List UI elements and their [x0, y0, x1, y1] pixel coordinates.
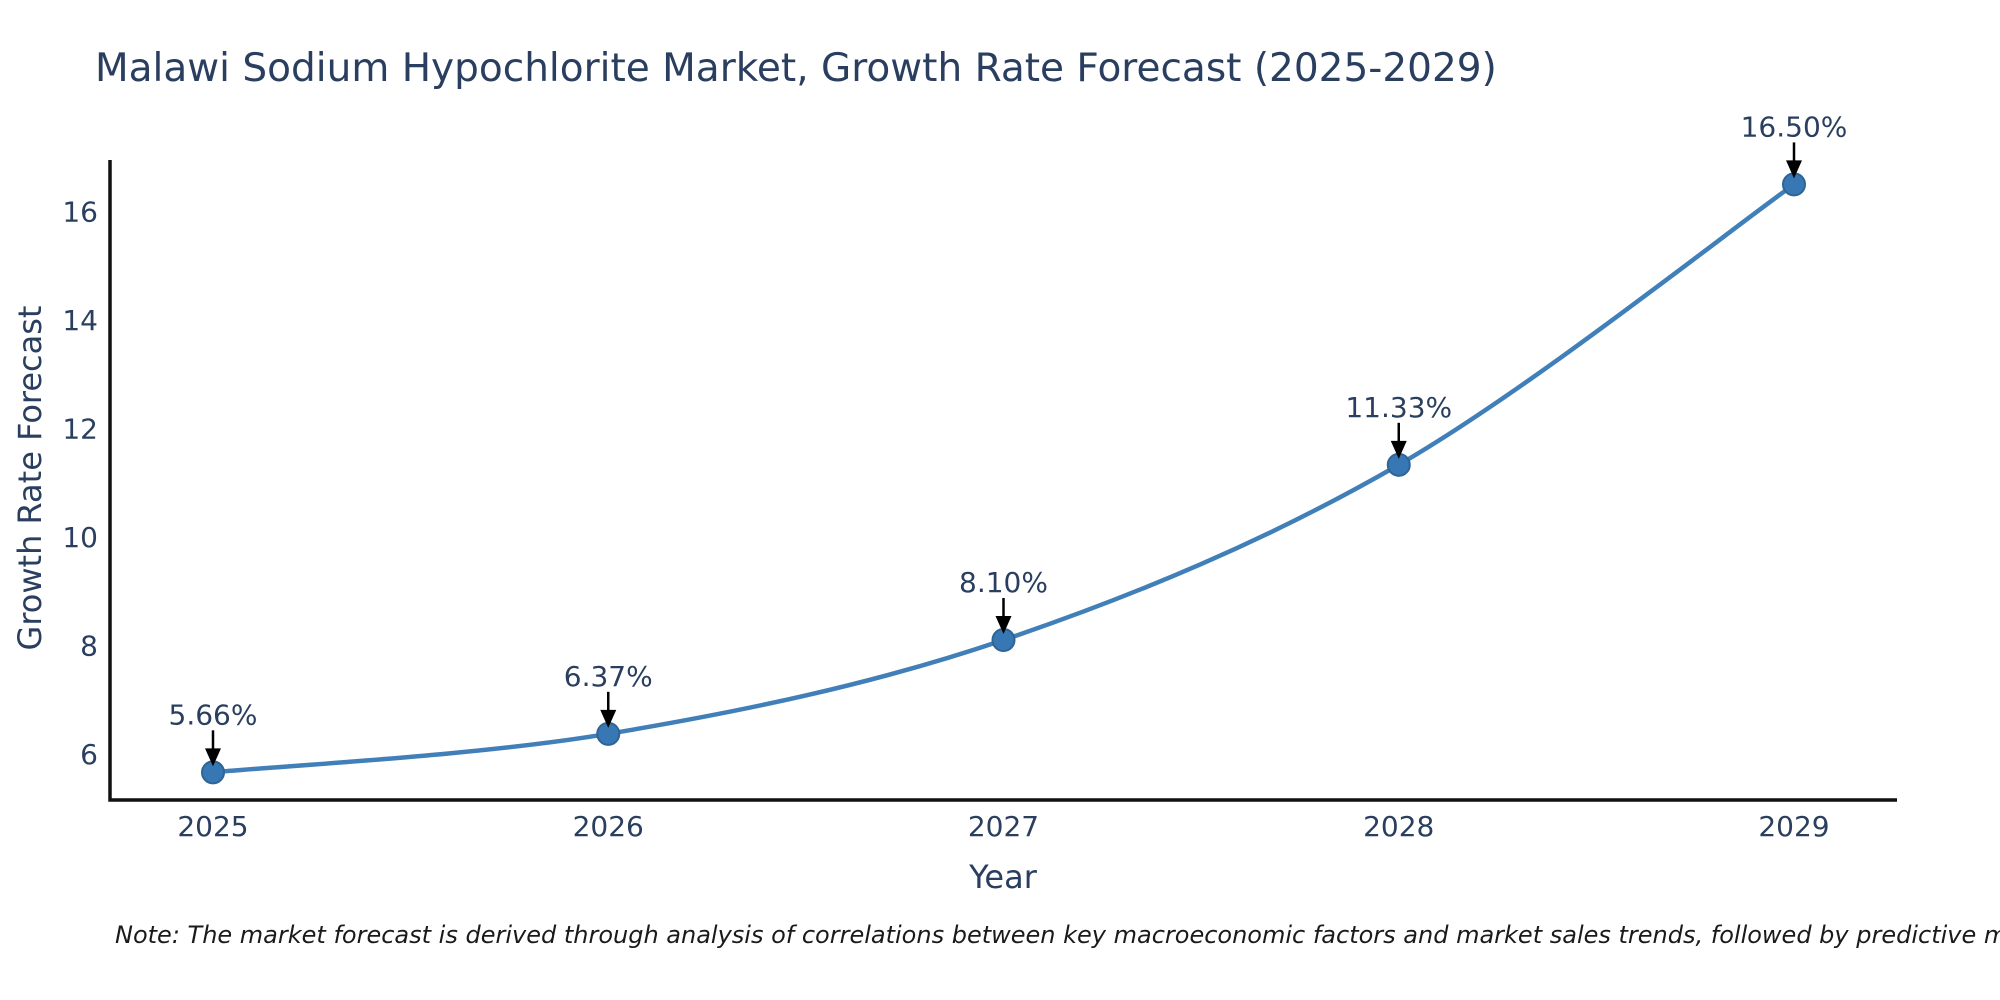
y-axis-title: Growth Rate Forecast: [11, 305, 49, 651]
point-annotation-label: 8.10%: [959, 566, 1048, 599]
point-annotation-label: 16.50%: [1741, 110, 1848, 143]
y-tick-label: 6: [80, 738, 98, 771]
annotation-arrowhead: [1786, 160, 1802, 179]
point-annotation-label: 5.66%: [169, 698, 258, 731]
x-tick-label: 2029: [1758, 810, 1829, 843]
forecast-line: [210, 182, 1797, 775]
x-tick-label: 2028: [1363, 810, 1434, 843]
y-tick-label: 10: [62, 521, 98, 554]
annotation-arrowhead: [1390, 440, 1407, 459]
y-tick-label: 14: [62, 304, 98, 337]
annotation-arrowhead: [205, 748, 221, 767]
x-tick-label: 2026: [573, 810, 644, 843]
y-tick-label: 12: [62, 412, 98, 445]
x-axis-title: Year: [969, 858, 1037, 896]
axis-lines: [108, 160, 1897, 802]
point-annotation-label: 6.37%: [564, 660, 653, 693]
footnote: Note: The market forecast is derived thr…: [115, 921, 2000, 949]
annotation-arrowhead: [600, 709, 617, 728]
y-tick-label: 16: [62, 196, 98, 229]
point-annotation-label: 11.33%: [1345, 391, 1452, 424]
x-tick-label: 2025: [177, 810, 248, 843]
y-tick-label: 8: [80, 629, 98, 662]
annotation-arrowhead: [995, 616, 1012, 634]
x-tick-label: 2027: [968, 810, 1039, 843]
chart-title: Malawi Sodium Hypochlorite Market, Growt…: [95, 46, 1497, 91]
